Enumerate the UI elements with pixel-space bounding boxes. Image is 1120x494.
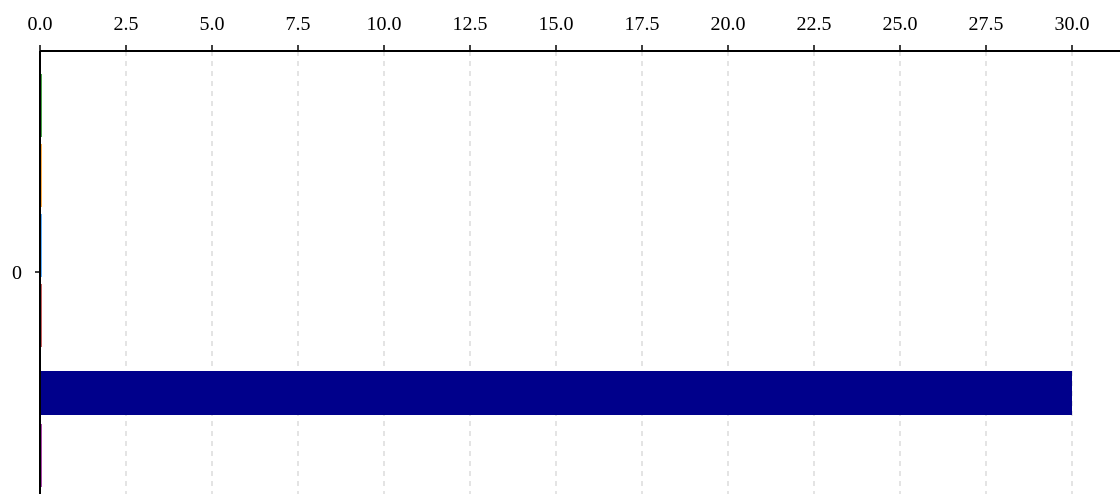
x-tick-label: 2.5 xyxy=(114,13,139,35)
y-tick-label: 0 xyxy=(12,262,22,284)
x-tick-label: 20.0 xyxy=(711,13,746,35)
x-tick-label: 30.0 xyxy=(1055,13,1090,35)
grid-layer xyxy=(125,51,1073,494)
x-tick-label: 0.0 xyxy=(28,13,53,35)
x-tick-label: 25.0 xyxy=(883,13,918,35)
bar-series-4 xyxy=(40,371,1072,415)
x-tick-label: 22.5 xyxy=(797,13,832,35)
x-tick-label: 15.0 xyxy=(539,13,574,35)
x-tick-label: 12.5 xyxy=(453,13,488,35)
x-tick-label: 17.5 xyxy=(625,13,660,35)
axis-layer: 0.0 2.5 5.0 7.5 10.0 12.5 15.0 17.5 20.0 22.5 25.0… xyxy=(12,13,1120,494)
x-tick-label: 5.0 xyxy=(200,13,225,35)
x-tick-label: 27.5 xyxy=(969,13,1004,35)
x-tick-label: 7.5 xyxy=(286,13,311,35)
x-tick-label: 10.0 xyxy=(367,13,402,35)
